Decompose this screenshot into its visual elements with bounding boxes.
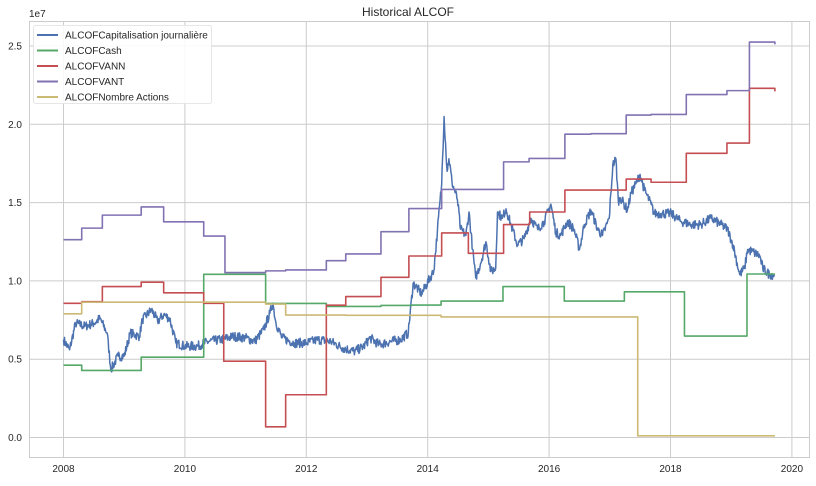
series-line-3	[63, 41, 776, 274]
x-tick-label: 2020	[781, 464, 804, 475]
y-tick-label: 2.5	[8, 42, 22, 53]
y-scale-label: 1e7	[29, 9, 46, 20]
x-tick-label: 2014	[417, 464, 440, 475]
y-tick-label: 1.5	[8, 198, 22, 209]
y-tick-label: 0.0	[8, 433, 22, 444]
y-tick-label: 2.0	[8, 120, 22, 131]
legend-label: ALCOFVANT	[65, 77, 124, 88]
tick-labels: 2008 2010 2012 2014 2016 2018 2020 0.0 0.5 1.0 1.5…	[8, 42, 803, 476]
series-line-2	[63, 87, 776, 428]
series-line-4	[63, 301, 775, 437]
x-tick-label: 2012	[295, 464, 318, 475]
y-tick-label: 0.5	[8, 355, 22, 366]
x-tick-label: 2008	[52, 464, 75, 475]
grid	[29, 21, 810, 458]
series-group	[62, 41, 776, 437]
x-tick-label: 2016	[538, 464, 561, 475]
x-tick-label: 2018	[659, 464, 682, 475]
legend: ALCOFCapitalisation journalière ALCOFCash…	[33, 25, 212, 104]
x-tick-label: 2010	[174, 464, 197, 475]
series-line-1	[63, 273, 775, 372]
legend-label: ALCOFVANN	[65, 62, 125, 73]
y-tick-label: 1.0	[8, 276, 22, 287]
legend-label: ALCOFCapitalisation journalière	[65, 31, 208, 42]
legend-box	[33, 25, 212, 104]
legend-label: ALCOFCash	[65, 46, 122, 57]
plot-frame	[29, 21, 810, 458]
chart-title: Historical ALCOF	[362, 5, 454, 19]
legend-label: ALCOFNombre Actions	[65, 93, 169, 104]
series-line-0	[62, 115, 776, 373]
